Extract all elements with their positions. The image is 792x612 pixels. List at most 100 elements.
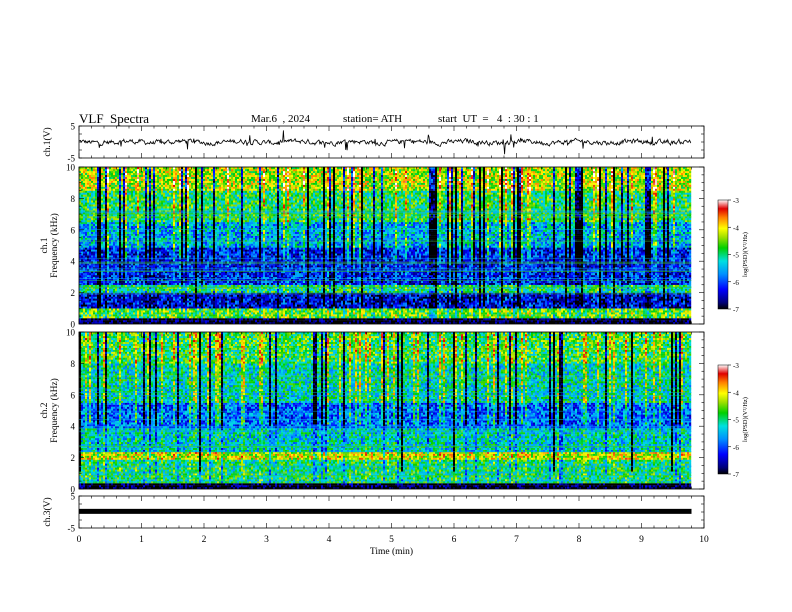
spectrogram-cell — [107, 195, 109, 197]
spectrogram-cell — [121, 206, 123, 208]
spectrogram-cell — [87, 277, 89, 279]
spectrogram-cell — [139, 236, 141, 238]
spectrogram-cell — [107, 306, 109, 308]
spectrogram-cell — [95, 185, 97, 187]
spectrogram-cell — [123, 206, 125, 208]
spectrogram-cell — [97, 183, 99, 185]
spectrogram-cell — [117, 267, 119, 269]
spectrogram-cell — [133, 283, 135, 285]
spectrogram-cell — [85, 169, 87, 171]
spectrogram-cell — [89, 173, 91, 175]
spectrogram-cell — [117, 265, 119, 267]
spectrogram-cell — [119, 202, 121, 204]
spectrogram-cell — [107, 289, 109, 291]
spectrogram-cell — [97, 206, 99, 208]
spectrogram-cell — [83, 242, 85, 244]
spectrogram-cell — [135, 171, 137, 173]
spectrogram-cell — [99, 249, 101, 251]
spectrogram-cell — [105, 316, 107, 318]
spectrogram-cell — [91, 224, 93, 226]
spectrogram-cell — [121, 318, 123, 320]
spectrogram-cell — [93, 222, 95, 224]
spectrogram-cell — [123, 283, 125, 285]
spectrogram-cell — [115, 302, 117, 304]
spectrogram-cell — [99, 236, 101, 238]
spectrogram-cell — [95, 181, 97, 183]
spectrogram-cell — [139, 232, 141, 234]
spectrogram-cell — [123, 297, 125, 299]
spectrogram-cell — [81, 310, 83, 312]
spectrogram-cell — [131, 238, 133, 240]
spectrogram-cell — [137, 281, 139, 283]
spectrogram-cell — [143, 195, 145, 197]
spectrogram-cell — [97, 189, 99, 191]
spectrogram-cell — [133, 240, 135, 242]
spectrogram-cell — [141, 236, 143, 238]
spectrogram-cell — [121, 193, 123, 195]
spectrogram-cell — [113, 234, 115, 236]
spectrogram-cell — [131, 173, 133, 175]
spectrogram-cell — [85, 171, 87, 173]
spectrogram-cell — [109, 297, 111, 299]
spectrogram-cell — [85, 206, 87, 208]
spectrogram-cell — [119, 302, 121, 304]
spectrogram-cell — [111, 200, 113, 202]
spectrogram-cell — [103, 242, 105, 244]
spectrogram-cell — [147, 173, 149, 175]
spectrogram-cell — [91, 277, 93, 279]
spectrogram-cell — [101, 308, 103, 310]
spectrogram-cell — [127, 204, 129, 206]
spectrogram-cell — [113, 179, 115, 181]
spectrogram-cell — [145, 244, 147, 246]
spectrogram-cell — [89, 232, 91, 234]
spectrogram-cell — [99, 299, 101, 301]
spectrogram-cell — [105, 196, 107, 198]
spectrogram-cell — [121, 179, 123, 181]
spectrogram-cell — [125, 277, 127, 279]
spectrogram-cell — [119, 304, 121, 306]
spectrogram-cell — [121, 236, 123, 238]
spectrogram-cell — [111, 173, 113, 175]
spectrogram-cell — [101, 230, 103, 232]
spectrogram-cell — [97, 226, 99, 228]
spectrogram-cell — [133, 208, 135, 210]
spectrogram-cell — [105, 318, 107, 320]
spectrogram-cell — [87, 222, 89, 224]
spectrogram-cell — [133, 187, 135, 189]
spectrogram-cell — [145, 306, 147, 308]
spectrogram-cell — [129, 222, 131, 224]
spectrogram-cell — [91, 226, 93, 228]
spectrogram-cell — [91, 308, 93, 310]
spectrogram-cell — [119, 255, 121, 257]
spectrogram-cell — [137, 310, 139, 312]
spectrogram-cell — [87, 204, 89, 206]
spectrogram-cell — [91, 300, 93, 302]
spectrogram-cell — [101, 189, 103, 191]
spectrogram-cell — [137, 251, 139, 253]
spectrogram-cell — [137, 299, 139, 301]
spectrogram-cell — [117, 283, 119, 285]
spectrogram-cell — [129, 200, 131, 202]
spectrogram-cell — [107, 314, 109, 316]
spectrogram-cell — [95, 240, 97, 242]
spectrogram-cell — [113, 283, 115, 285]
spectrogram-cell — [131, 310, 133, 312]
spectrogram-cell — [135, 259, 137, 261]
spectrogram-cell — [115, 320, 117, 322]
spectrogram-cell — [143, 222, 145, 224]
spectrogram-cell — [103, 187, 105, 189]
spectrogram-cell — [141, 304, 143, 306]
spectrogram-cell — [93, 316, 95, 318]
spectrogram-cell — [123, 299, 125, 301]
spectrogram-cell — [125, 295, 127, 297]
spectrogram-cell — [111, 175, 113, 177]
spectrogram-cell — [141, 234, 143, 236]
spectrogram-cell — [85, 248, 87, 250]
spectrogram-cell — [109, 283, 111, 285]
spectrogram-cell — [123, 248, 125, 250]
spectrogram-cell — [85, 273, 87, 275]
spectrogram-cell — [107, 208, 109, 210]
spectrogram-cell — [97, 175, 99, 177]
spectrogram-cell — [107, 198, 109, 200]
